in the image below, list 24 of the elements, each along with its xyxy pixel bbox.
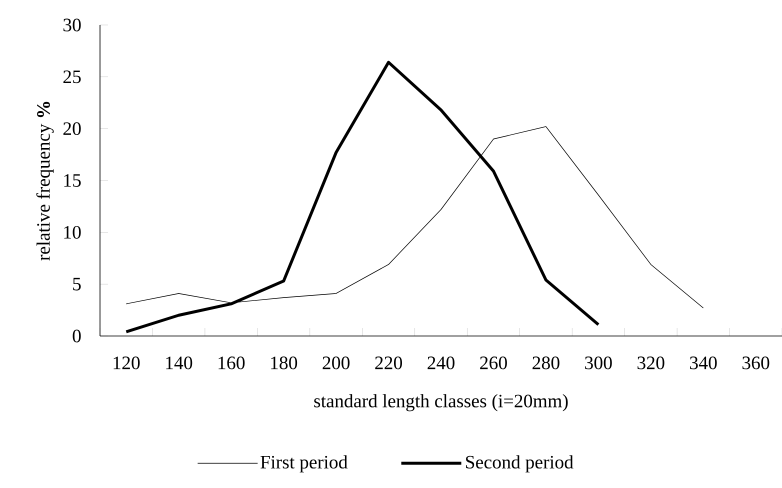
y-tick-label: 30: [63, 18, 81, 32]
x-tick-label: 180: [271, 356, 298, 370]
x-tick-label: 200: [322, 356, 350, 370]
y-tick-label: 25: [63, 70, 81, 84]
x-tick-label: 340: [690, 356, 717, 370]
y-axis-title: relative frequency %: [36, 102, 54, 261]
x-tick-label: 280: [532, 356, 560, 370]
x-tick-label: 120: [114, 356, 140, 370]
y-tick-label: 10: [64, 226, 81, 239]
legend-label: First period: [260, 455, 348, 472]
y-tick-label: 5: [73, 278, 81, 290]
x-tick-label: 160: [218, 356, 245, 370]
x-tick-label: 360: [742, 356, 770, 370]
x-tick-label: 320: [638, 356, 664, 370]
x-tick-label: 260: [480, 356, 507, 370]
x-axis-title: standard length classes (i=20mm): [314, 394, 568, 412]
x-tick-label: 300: [585, 356, 612, 370]
y-tick-label: 20: [63, 122, 81, 136]
x-tick-label: 140: [166, 356, 192, 370]
legend-label: Second period: [466, 455, 574, 472]
y-tick-label: 0: [72, 330, 81, 342]
x-tick-label: 240: [428, 356, 454, 370]
y-tick-label: 15: [64, 174, 81, 187]
x-tick-label: 220: [375, 356, 402, 370]
